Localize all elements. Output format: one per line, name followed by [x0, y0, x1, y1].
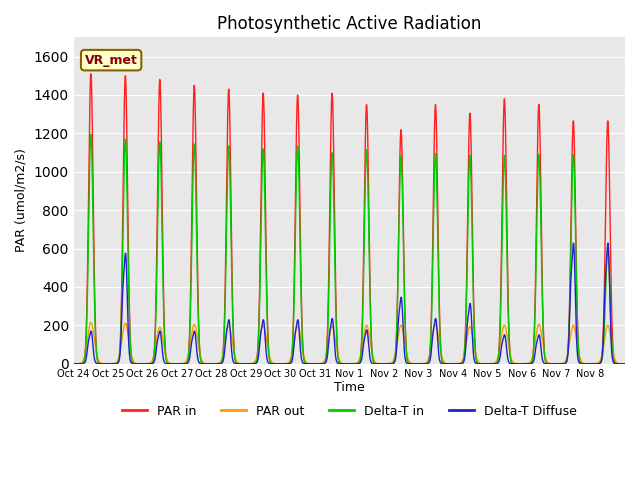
- PAR out: [537, 328, 545, 334]
- Delta-T Diffuse: [70, 361, 77, 367]
- Delta-T in: [615, 361, 623, 367]
- Delta-T in: [87, 132, 95, 137]
- PAR in: [183, 360, 191, 366]
- Delta-T Diffuse: [537, 343, 545, 348]
- PAR in: [87, 71, 95, 77]
- Delta-T in: [469, 261, 477, 266]
- Line: PAR out: PAR out: [74, 323, 625, 364]
- PAR out: [621, 361, 629, 367]
- X-axis label: Time: Time: [334, 382, 365, 395]
- Delta-T Diffuse: [504, 355, 511, 360]
- Legend: PAR in, PAR out, Delta-T in, Delta-T Diffuse: PAR in, PAR out, Delta-T in, Delta-T Dif…: [116, 400, 582, 423]
- Delta-T in: [537, 223, 545, 228]
- Delta-T in: [504, 296, 511, 301]
- Delta-T Diffuse: [182, 360, 190, 366]
- PAR in: [420, 361, 428, 367]
- Delta-T in: [70, 361, 77, 367]
- Delta-T Diffuse: [420, 361, 428, 367]
- PAR in: [469, 240, 477, 246]
- Delta-T Diffuse: [615, 361, 623, 367]
- PAR out: [504, 337, 511, 343]
- Line: Delta-T Diffuse: Delta-T Diffuse: [74, 243, 625, 364]
- PAR out: [87, 320, 95, 325]
- PAR in: [504, 277, 511, 283]
- PAR out: [615, 360, 623, 366]
- PAR out: [469, 334, 477, 339]
- PAR out: [420, 360, 428, 366]
- Line: Delta-T in: Delta-T in: [74, 134, 625, 364]
- Delta-T in: [183, 360, 191, 366]
- PAR out: [183, 357, 191, 363]
- Y-axis label: PAR (umol/m2/s): PAR (umol/m2/s): [15, 149, 28, 252]
- PAR in: [621, 361, 629, 367]
- Text: VR_met: VR_met: [84, 54, 138, 67]
- Line: PAR in: PAR in: [74, 74, 625, 364]
- Delta-T in: [420, 361, 428, 367]
- PAR in: [615, 361, 623, 367]
- Delta-T Diffuse: [621, 361, 629, 367]
- Delta-T Diffuse: [570, 240, 577, 246]
- Delta-T in: [621, 361, 629, 367]
- PAR in: [537, 190, 545, 195]
- PAR in: [70, 361, 77, 367]
- Title: Photosynthetic Active Radiation: Photosynthetic Active Radiation: [217, 15, 481, 33]
- PAR out: [70, 361, 77, 367]
- Delta-T Diffuse: [468, 337, 476, 343]
